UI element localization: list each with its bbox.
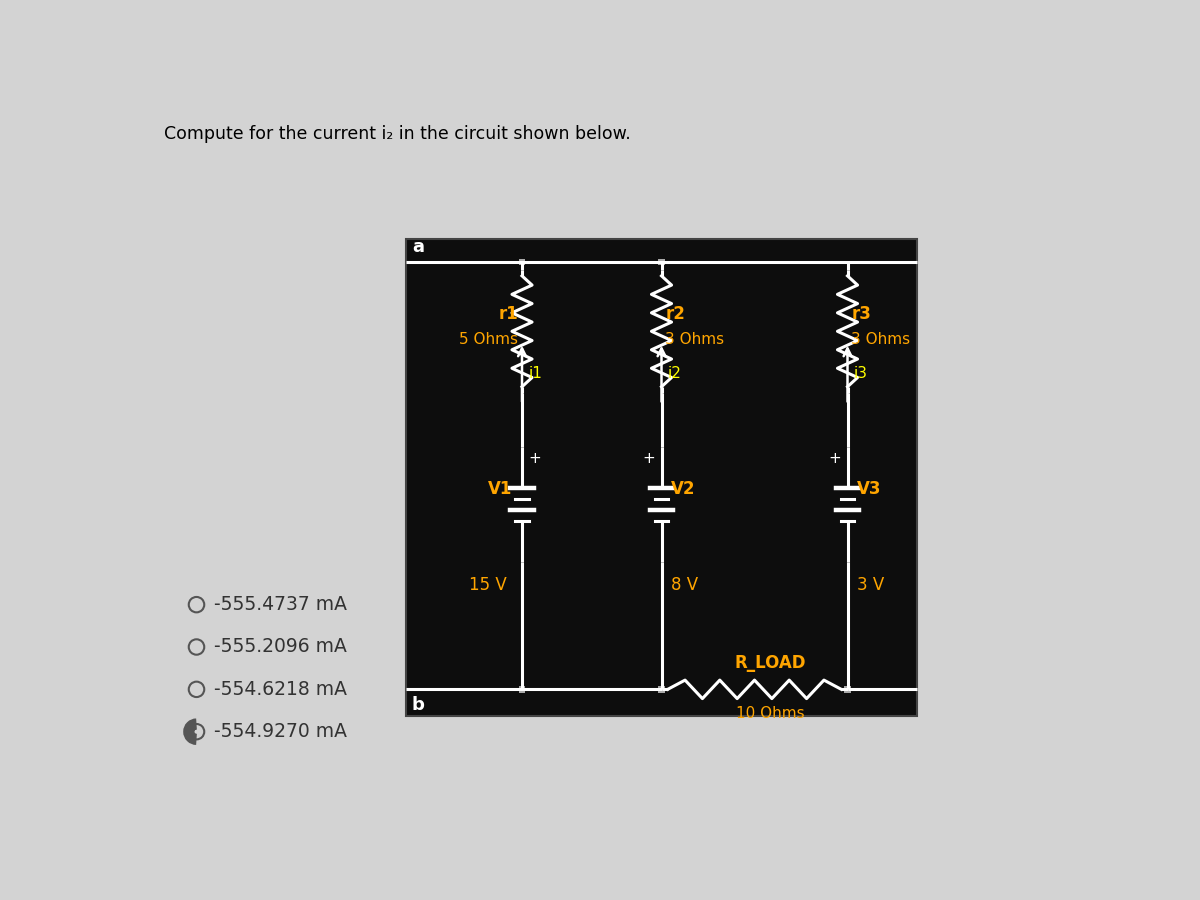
Bar xyxy=(406,238,917,716)
Bar xyxy=(658,686,665,693)
Text: 15 V: 15 V xyxy=(469,576,506,594)
Text: -554.6218 mA: -554.6218 mA xyxy=(214,680,347,698)
Text: i3: i3 xyxy=(853,366,868,382)
Text: i1: i1 xyxy=(528,366,542,382)
Text: 3 Ohms: 3 Ohms xyxy=(851,331,911,346)
Text: 3 V: 3 V xyxy=(857,576,884,594)
Text: 3 Ohms: 3 Ohms xyxy=(665,331,725,346)
Text: r3: r3 xyxy=(851,305,871,323)
Text: R_LOAD: R_LOAD xyxy=(734,654,805,672)
Text: +: + xyxy=(528,451,541,465)
Bar xyxy=(518,686,526,693)
Text: 8 V: 8 V xyxy=(671,576,698,594)
Text: +: + xyxy=(642,451,655,465)
Text: r1: r1 xyxy=(498,305,518,323)
Text: 10 Ohms: 10 Ohms xyxy=(736,706,804,721)
Text: V2: V2 xyxy=(671,481,695,499)
Text: r2: r2 xyxy=(665,305,685,323)
Bar xyxy=(518,258,526,265)
Text: -555.2096 mA: -555.2096 mA xyxy=(214,637,347,656)
Text: 5 Ohms: 5 Ohms xyxy=(460,331,518,346)
Bar xyxy=(658,258,665,265)
Text: a: a xyxy=(412,238,424,256)
Text: i2: i2 xyxy=(667,366,682,382)
Text: -555.4737 mA: -555.4737 mA xyxy=(214,595,347,614)
Bar xyxy=(844,686,851,693)
Text: V1: V1 xyxy=(488,481,512,499)
Text: b: b xyxy=(412,696,425,714)
Text: Compute for the current i₂ in the circuit shown below.: Compute for the current i₂ in the circui… xyxy=(164,125,631,143)
Text: V3: V3 xyxy=(857,481,881,499)
Text: +: + xyxy=(828,451,841,465)
Text: -554.9270 mA: -554.9270 mA xyxy=(214,722,347,742)
